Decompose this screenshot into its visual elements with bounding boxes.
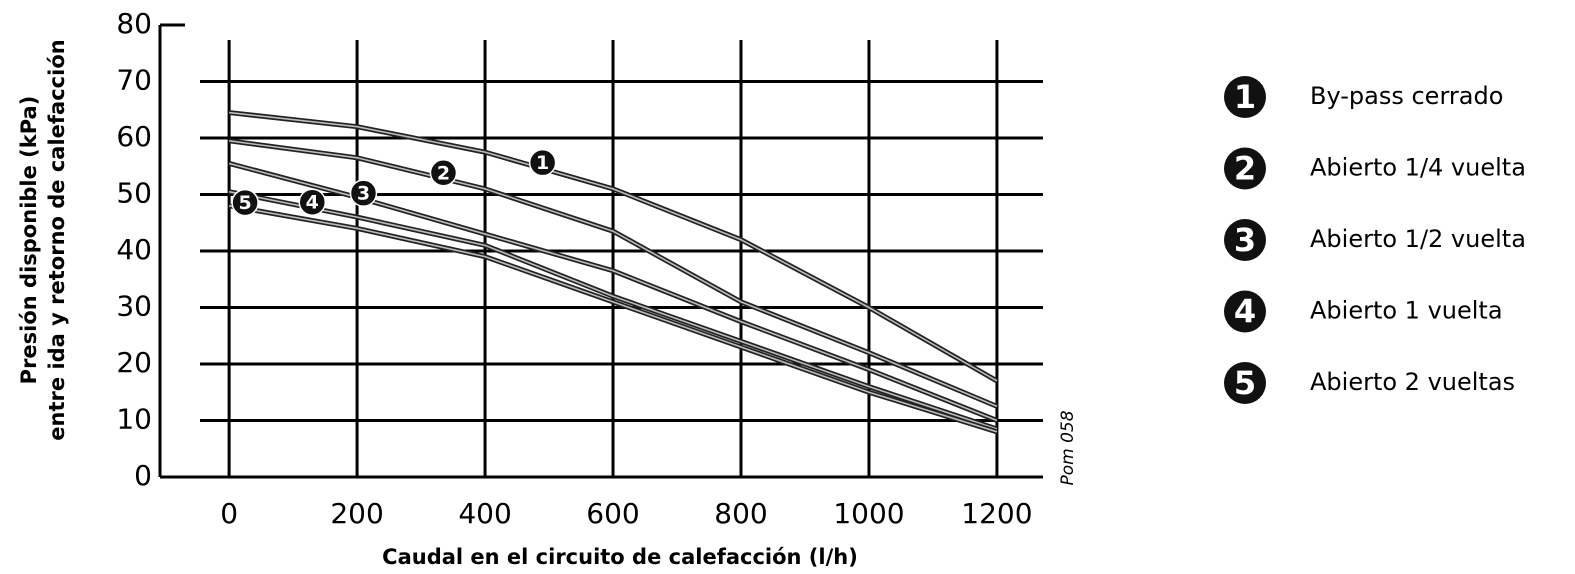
x-tick-label: 200 [330, 497, 383, 530]
y-axis-title: Presión disponible (kPa) [17, 96, 41, 385]
x-tick-label: 1200 [961, 497, 1032, 530]
y-axis-title: entre ida y retorno de calefacción [45, 39, 69, 440]
legend-badge [1224, 290, 1266, 333]
series-badge [298, 188, 327, 216]
legend-label: Abierto 1/4 vuelta [1310, 154, 1526, 182]
y-tick-label: 60 [116, 120, 152, 153]
series-badge [231, 188, 259, 217]
legend-badge-label: 5 [1234, 364, 1256, 402]
series-badge [429, 159, 458, 187]
legend-badge-label: 3 [1234, 221, 1256, 259]
legend-label: Abierto 2 vueltas [1310, 368, 1515, 396]
series-badge-label: 2 [437, 162, 450, 184]
y-tick-label: 10 [116, 403, 152, 436]
x-tick-label: 600 [586, 497, 639, 530]
x-tick-label: 800 [714, 497, 767, 530]
legend-badge-label: 4 [1234, 293, 1256, 331]
x-axis-title: Caudal en el circuito de calefacción (l/… [382, 545, 858, 569]
series-badge [528, 148, 557, 177]
x-tick-label: 1000 [833, 497, 904, 530]
series-line-core [229, 111, 998, 382]
series-line-core [228, 205, 998, 433]
annotation: Pom 058 [1058, 410, 1078, 485]
series-badge [349, 179, 378, 207]
series-badge-label: 3 [357, 183, 370, 205]
legend-badge [1224, 147, 1266, 190]
y-tick-label: 80 [116, 7, 152, 40]
legend-badge [1224, 76, 1266, 118]
y-tick-label: 30 [116, 290, 152, 323]
legend-badge-label: 2 [1234, 150, 1256, 188]
y-tick-label: 40 [116, 233, 152, 266]
legend-label: Abierto 1/2 vuelta [1310, 225, 1526, 253]
legend-badge-label: 1 [1234, 78, 1256, 116]
series-line-core [228, 190, 998, 430]
y-tick-label: 50 [116, 177, 152, 210]
series-badge-label: 5 [238, 192, 251, 214]
legend-badge [1224, 362, 1266, 404]
y-tick-label: 0 [134, 459, 152, 492]
series-badge-label: 4 [306, 192, 319, 214]
x-tick-label: 0 [220, 497, 238, 530]
y-tick-label: 70 [116, 64, 152, 97]
series-line-core [228, 140, 998, 408]
x-tick-label: 400 [458, 497, 511, 530]
legend-badge [1224, 219, 1266, 261]
y-tick-label: 20 [116, 346, 152, 379]
legend-label: By-pass cerrado [1310, 82, 1503, 110]
series-badge-label: 1 [536, 152, 549, 174]
legend-label: Abierto 1 vuelta [1310, 297, 1503, 325]
